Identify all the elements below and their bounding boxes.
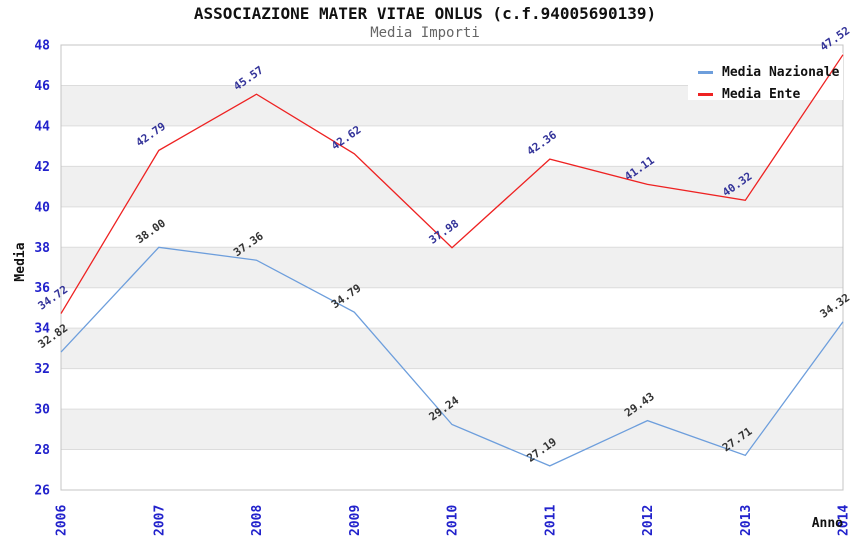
plot-band xyxy=(61,409,843,450)
x-tick-label: 2013 xyxy=(739,505,754,536)
plot-border xyxy=(60,44,844,491)
legend-label: Media Nazionale xyxy=(722,64,840,80)
data-label-1-2011: 42.36 xyxy=(524,128,559,158)
legend-marker-nazionale-icon xyxy=(698,70,713,74)
data-label-1-2014: 47.52 xyxy=(818,24,850,54)
plot-band xyxy=(61,328,843,369)
x-axis-title: Anno xyxy=(812,516,843,531)
data-label-1-2010: 37.98 xyxy=(427,217,462,247)
y-tick-label: 36 xyxy=(34,281,50,296)
legend: Media Nazionale Media Ente xyxy=(698,61,839,105)
y-tick-label: 42 xyxy=(34,160,50,175)
y-axis-tick-labels: 26 28 30 32 34 36 38 40 42 44 46 48 xyxy=(34,39,50,499)
legend-item-media-nazionale: Media Nazionale xyxy=(698,61,839,83)
chart-title: ASSOCIAZIONE MATER VITAE ONLUS (c.f.9400… xyxy=(193,4,657,23)
y-tick-label: 44 xyxy=(34,119,50,134)
series-line-0 xyxy=(60,246,844,467)
x-tick-label: 2006 xyxy=(55,505,70,536)
y-tick-label: 32 xyxy=(34,362,50,377)
plot-band xyxy=(61,247,843,288)
x-tick-label: 2011 xyxy=(543,505,558,536)
series-line-1 xyxy=(60,54,844,314)
y-tick-label: 34 xyxy=(34,322,50,337)
y-tick-label: 40 xyxy=(34,200,50,215)
y-axis-title: Media xyxy=(13,242,28,281)
legend-marker-ente-icon xyxy=(698,92,713,96)
y-tick-label: 30 xyxy=(34,403,50,418)
plot-band xyxy=(61,166,843,207)
x-tick-label: 2012 xyxy=(641,505,656,536)
data-label-0-2014: 34.32 xyxy=(818,291,850,321)
legend-item-media-ente: Media Ente xyxy=(698,83,839,105)
y-tick-label: 46 xyxy=(34,79,50,94)
legend-label: Media Ente xyxy=(722,86,801,102)
y-tick-label: 48 xyxy=(34,39,50,54)
x-tick-label: 2009 xyxy=(348,505,363,536)
x-axis-tick-labels: 2006 2007 2008 2009 2010 2011 2012 2013 2014 xyxy=(55,505,850,536)
y-tick-label: 26 xyxy=(34,484,50,499)
data-label-0-2007: 38.00 xyxy=(133,217,168,247)
chart-subtitle: Media Importi xyxy=(370,25,480,41)
x-tick-label: 2014 xyxy=(837,505,850,536)
y-tick-label: 28 xyxy=(34,443,50,458)
x-tick-label: 2008 xyxy=(250,505,265,536)
series-lines xyxy=(60,54,844,467)
y-tick-label: 38 xyxy=(34,241,50,256)
x-tick-label: 2010 xyxy=(446,505,461,536)
x-tick-label: 2007 xyxy=(152,505,167,536)
